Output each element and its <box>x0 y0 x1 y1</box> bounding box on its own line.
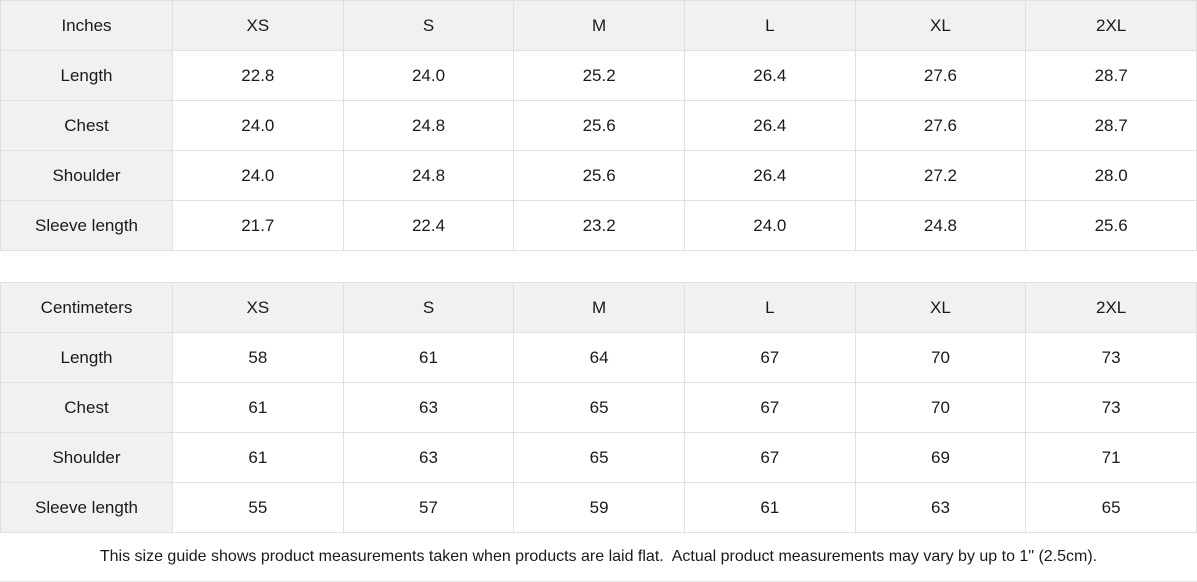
measurement-cell: 28.7 <box>1025 50 1197 101</box>
row-label-cell: Chest <box>0 100 173 151</box>
size-column-header-xs: XS <box>172 282 344 333</box>
measurement-cell: 65 <box>513 432 685 483</box>
table-row: Chest 24.0 24.8 25.6 26.4 27.6 28.7 <box>0 100 1197 151</box>
measurement-cell: 63 <box>342 432 515 483</box>
measurement-cell: 70 <box>854 382 1027 433</box>
measurement-cell: 26.4 <box>683 150 856 201</box>
size-column-header-2xl: 2XL <box>1025 0 1197 51</box>
measurement-cell: 58 <box>172 332 344 383</box>
measurement-cell: 26.4 <box>683 50 856 101</box>
size-column-header-2xl: 2XL <box>1025 282 1197 333</box>
measurement-cell: 25.2 <box>513 50 685 101</box>
size-column-header-xl: XL <box>854 0 1027 51</box>
measurement-cell: 67 <box>683 382 856 433</box>
centimeters-size-table: Centimeters XS S M L XL 2XL Length 58 61… <box>0 282 1197 533</box>
table-row: Sleeve length 55 57 59 61 63 65 <box>0 482 1197 533</box>
measurement-cell: 63 <box>342 382 515 433</box>
table-row: Sleeve length 21.7 22.4 23.2 24.0 24.8 2… <box>0 200 1197 251</box>
measurement-cell: 61 <box>172 382 344 433</box>
measurement-cell: 24.0 <box>172 150 344 201</box>
measurement-cell: 25.6 <box>513 150 685 201</box>
table-row: Length 58 61 64 67 70 73 <box>0 332 1197 383</box>
measurement-cell: 27.6 <box>854 100 1027 151</box>
table-header-row: Centimeters XS S M L XL 2XL <box>0 282 1197 333</box>
unit-header-cell: Centimeters <box>0 282 173 333</box>
measurement-cell: 70 <box>854 332 1027 383</box>
table-row: Chest 61 63 65 67 70 73 <box>0 382 1197 433</box>
size-column-header-s: S <box>342 0 515 51</box>
row-label-cell: Chest <box>0 382 173 433</box>
inches-size-table: Inches XS S M L XL 2XL Length 22.8 24.0 … <box>0 0 1197 251</box>
size-column-header-l: L <box>683 0 856 51</box>
measurement-cell: 55 <box>172 482 344 533</box>
measurement-cell: 73 <box>1025 332 1197 383</box>
measurement-cell: 22.8 <box>172 50 344 101</box>
measurement-cell: 28.7 <box>1025 100 1197 151</box>
measurement-cell: 21.7 <box>172 200 344 251</box>
row-label-cell: Sleeve length <box>0 482 173 533</box>
measurement-cell: 23.2 <box>513 200 685 251</box>
measurement-cell: 28.0 <box>1025 150 1197 201</box>
measurement-cell: 24.8 <box>854 200 1027 251</box>
measurement-cell: 69 <box>854 432 1027 483</box>
row-label-cell: Length <box>0 50 173 101</box>
measurement-cell: 25.6 <box>1025 200 1197 251</box>
size-column-header-m: M <box>513 0 685 51</box>
size-column-header-l: L <box>683 282 856 333</box>
unit-header-cell: Inches <box>0 0 173 51</box>
size-column-header-xs: XS <box>172 0 344 51</box>
measurement-cell: 63 <box>854 482 1027 533</box>
measurement-cell: 24.8 <box>342 100 515 151</box>
row-label-cell: Length <box>0 332 173 383</box>
measurement-cell: 27.6 <box>854 50 1027 101</box>
row-label-cell: Shoulder <box>0 150 173 201</box>
measurement-cell: 67 <box>683 432 856 483</box>
size-column-header-s: S <box>342 282 515 333</box>
row-label-cell: Shoulder <box>0 432 173 483</box>
measurement-cell: 67 <box>683 332 856 383</box>
table-header-row: Inches XS S M L XL 2XL <box>0 0 1197 51</box>
measurement-cell: 64 <box>513 332 685 383</box>
table-row: Shoulder 61 63 65 67 69 71 <box>0 432 1197 483</box>
measurement-cell: 57 <box>342 482 515 533</box>
measurement-cell: 61 <box>172 432 344 483</box>
table-gap <box>0 251 1197 282</box>
measurement-cell: 24.0 <box>172 100 344 151</box>
measurement-cell: 65 <box>1025 482 1197 533</box>
row-label-cell: Sleeve length <box>0 200 173 251</box>
measurement-cell: 71 <box>1025 432 1197 483</box>
measurement-cell: 27.2 <box>854 150 1027 201</box>
table-row: Shoulder 24.0 24.8 25.6 26.4 27.2 28.0 <box>0 150 1197 201</box>
measurement-cell: 26.4 <box>683 100 856 151</box>
size-guide-note: This size guide shows product measuremen… <box>0 533 1197 582</box>
measurement-cell: 24.8 <box>342 150 515 201</box>
measurement-cell: 61 <box>342 332 515 383</box>
size-column-header-xl: XL <box>854 282 1027 333</box>
measurement-cell: 65 <box>513 382 685 433</box>
measurement-cell: 22.4 <box>342 200 515 251</box>
measurement-cell: 59 <box>513 482 685 533</box>
size-column-header-m: M <box>513 282 685 333</box>
measurement-cell: 73 <box>1025 382 1197 433</box>
measurement-cell: 24.0 <box>342 50 515 101</box>
table-row: Length 22.8 24.0 25.2 26.4 27.6 28.7 <box>0 50 1197 101</box>
measurement-cell: 25.6 <box>513 100 685 151</box>
measurement-cell: 61 <box>683 482 856 533</box>
measurement-cell: 24.0 <box>683 200 856 251</box>
